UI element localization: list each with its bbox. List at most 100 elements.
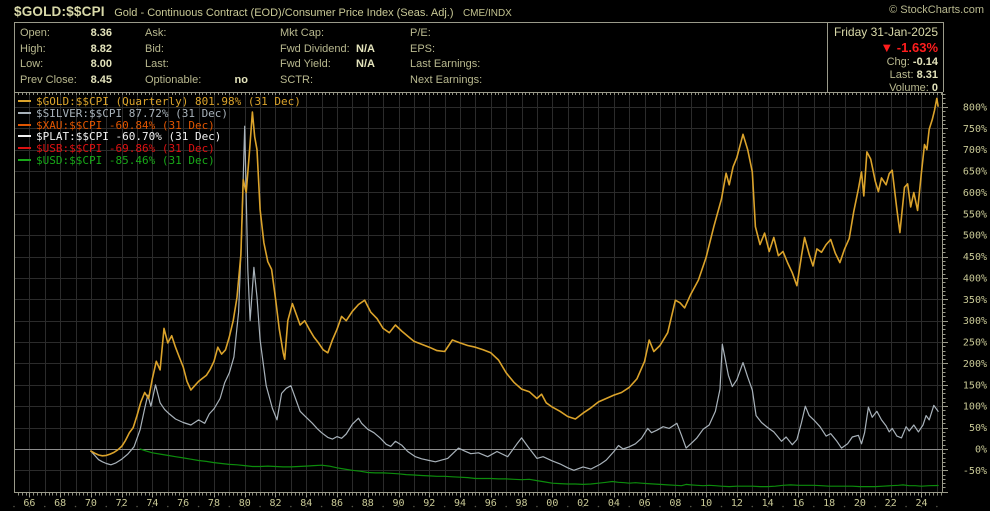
legend-entry-2: $XAU:$$CPI -60.84% (31 Dec) xyxy=(18,119,301,132)
quote-column-1: Open: 8.36 High: 8.82 Low: 8.00 Prev Close: 8.4… xyxy=(20,26,112,88)
legend-swatch xyxy=(18,147,31,150)
legend-entry-0: $GOLD:$$CPI (Quarterly) 801.98% (31 Dec) xyxy=(18,96,301,108)
chart-title-bar: $GOLD:$$CPI Gold - Continuous Contract (… xyxy=(14,3,512,21)
x-tick-label: 08 xyxy=(669,498,681,509)
x-tick-label: 00 xyxy=(546,498,558,509)
quote-column-4: P/E: EPS: Last Earnings: Next Earnings: xyxy=(410,26,560,88)
y-tick-label: -50% xyxy=(963,466,987,477)
y-tick-label: 450% xyxy=(963,252,987,263)
price-quote-box: Friday 31-Jan-2025 ▼ -1.63% Chg: -0.14 La… xyxy=(830,25,938,96)
quote-row: High: 8.82 xyxy=(20,42,112,55)
x-tick-label: 86 xyxy=(331,498,343,509)
x-tick-label: 92 xyxy=(423,498,435,509)
quote-column-2: Ask: Bid: Last: Optionable: no xyxy=(145,26,248,88)
quote-row: Prev Close: 8.45 xyxy=(20,73,112,86)
x-tick-label: 84 xyxy=(300,498,312,509)
quote-row: Ask: xyxy=(145,27,167,39)
quote-box-divider xyxy=(827,22,828,92)
quote-row: SCTR: xyxy=(280,73,313,86)
plot-frame xyxy=(14,92,943,493)
x-tick-label: 90 xyxy=(392,498,404,509)
stockcharts-copyright: © StockCharts.com xyxy=(889,4,984,16)
quote-date: Friday 31-Jan-2025 xyxy=(833,25,938,39)
quote-row: Optionable: no xyxy=(145,73,248,86)
series--usd-cpi xyxy=(139,448,939,488)
x-tick-label: 68 xyxy=(54,498,66,509)
quote-row: Next Earnings: xyxy=(410,73,483,86)
quote-box-row: Last: 8.31 xyxy=(889,69,938,82)
y-tick-label: 100% xyxy=(963,402,987,413)
quote-column-3: Mkt Cap: Fwd Dividend: N/A Fwd Yield: N/A SCT… xyxy=(280,26,375,88)
panel-border-right xyxy=(943,22,944,92)
x-tick-label: 88 xyxy=(362,498,374,509)
y-tick-label: 600% xyxy=(963,188,987,199)
x-tick-label: 20 xyxy=(854,498,866,509)
exchange-label: CME/INDX xyxy=(462,8,512,19)
panel-border-left xyxy=(14,22,15,92)
x-tick-label: 24 xyxy=(915,498,927,509)
y-tick-label: 650% xyxy=(963,167,987,178)
series--silver-cpi xyxy=(90,125,939,471)
y-tick-label: 550% xyxy=(963,209,987,220)
quote-row: EPS: xyxy=(410,42,436,55)
y-tick-label: 500% xyxy=(963,231,987,242)
header-divider xyxy=(14,22,944,23)
x-tick-label: 96 xyxy=(485,498,497,509)
x-tick-label: 06 xyxy=(639,498,651,509)
legend-entry-3: $PLAT:$$CPI -60.70% (31 Dec) xyxy=(18,131,301,143)
quote-row: Open: 8.36 xyxy=(20,27,112,39)
legend-entry-5: $USD:$$CPI -85.46% (31 Dec) xyxy=(18,155,301,167)
quote-row: Last: xyxy=(145,58,169,70)
quote-row: Low: 8.00 xyxy=(20,58,112,70)
x-tick-label: 74 xyxy=(146,498,158,509)
y-tick-label: 50% xyxy=(969,423,987,434)
quote-row: Fwd Dividend: N/A xyxy=(280,42,375,55)
symbol-title: $GOLD:$$CPI xyxy=(14,4,105,19)
x-axis-labels: 66 68 70 72 74 76 78 80 82 84 86 88 90 92 94 96 98 00 02 04… xyxy=(23,498,927,509)
x-tick-label: 98 xyxy=(516,498,528,509)
y-axis-labels: 800% 750% 700% 650% 600% 550% 500% 450% 400% 350%… xyxy=(963,102,987,476)
legend-swatch xyxy=(18,100,31,102)
y-tick-label: 300% xyxy=(963,316,987,327)
y-tick-label: 800% xyxy=(963,102,987,113)
x-tick-label: 94 xyxy=(454,498,466,509)
x-tick-label: 10 xyxy=(700,498,712,509)
quote-row: Fwd Yield: N/A xyxy=(280,58,375,70)
quote-row: Last Earnings: xyxy=(410,58,481,70)
legend-entry-4: $USB:$$CPI -69.86% (31 Dec) xyxy=(18,143,301,155)
x-tick-label: 22 xyxy=(885,498,897,509)
x-tick-label: 02 xyxy=(577,498,589,509)
quote-row: P/E: xyxy=(410,27,431,39)
y-tick-label: 200% xyxy=(963,359,987,370)
quote-box-row: Chg: -0.14 xyxy=(886,56,938,68)
legend-swatch xyxy=(18,123,31,126)
chart-legend: $GOLD:$$CPI (Quarterly) 801.98% (31 Dec)… xyxy=(18,96,301,167)
legend-swatch xyxy=(18,111,31,114)
quote-change-pct: ▼ -1.63% xyxy=(880,40,938,55)
x-axis-dots xyxy=(13,505,938,508)
symbol-description: Gold - Continuous Contract (EOD)/Consume… xyxy=(114,7,454,19)
y-tick-label: 0% xyxy=(975,444,987,455)
y-tick-label: 400% xyxy=(963,273,987,284)
x-tick-label: 12 xyxy=(731,498,743,509)
x-tick-label: 18 xyxy=(823,498,835,509)
x-tick-label: 66 xyxy=(23,498,35,509)
y-tick-label: 700% xyxy=(963,145,987,156)
x-tick-label: 82 xyxy=(269,498,281,509)
legend-swatch xyxy=(18,158,31,161)
series--gold-cpi xyxy=(90,97,939,457)
x-tick-label: 72 xyxy=(116,498,128,509)
x-tick-label: 14 xyxy=(762,498,774,509)
x-tick-label: 78 xyxy=(208,498,220,509)
quote-row: Bid: xyxy=(145,42,164,55)
y-tick-label: 150% xyxy=(963,380,987,391)
y-tick-label: 250% xyxy=(963,338,987,349)
quote-row: Mkt Cap: xyxy=(280,27,325,39)
x-tick-label: 76 xyxy=(177,498,189,509)
x-tick-label: 80 xyxy=(239,498,251,509)
y-tick-label: 750% xyxy=(963,124,987,135)
gridlines xyxy=(14,92,943,493)
x-tick-label: 04 xyxy=(608,498,620,509)
